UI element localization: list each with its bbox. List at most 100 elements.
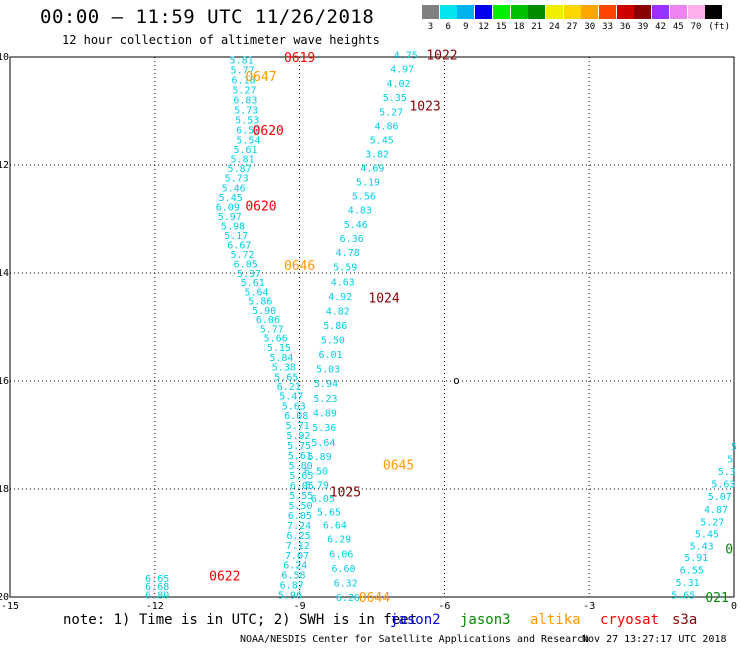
legend-unit: (ft) (708, 22, 731, 32)
swh-value-track-a: 6.21 (277, 382, 301, 393)
swh-value-track-b: 6.05 (311, 494, 335, 505)
swh-value-track-a: 5.80 (289, 461, 313, 472)
lat-tick-label: -14 (0, 268, 9, 279)
swh-value-track-a: 5.90 (252, 306, 276, 317)
generated-timestamp: Nov 27 13:27:17 UTC 2018 (582, 634, 727, 645)
legend-label: 39 (637, 22, 649, 32)
credit-line: NOAA/NESDIS Center for Satellite Applica… (240, 634, 590, 645)
swh-value-track-d: 5.31 (676, 578, 700, 589)
swh-value-track-b: 6.29 (327, 535, 351, 546)
swh-value-track-a: 5.47 (279, 392, 303, 403)
swh-value-track-a: 6.08 (284, 411, 308, 422)
pass-time-label: 1025 (330, 486, 361, 501)
swh-value-track-a: 6.05 (234, 259, 258, 270)
swh-value-track-a: 5.71 (286, 421, 310, 432)
swh-value-track-a: 5.98 (221, 221, 245, 232)
swh-value-track-a: 5.97 (218, 212, 242, 223)
swh-value-track-b: 4.97 (390, 65, 414, 76)
sat-s3a: s3a (672, 612, 697, 628)
swh-value-track-d: 5 (727, 454, 733, 465)
legend-swatch (669, 5, 687, 19)
lat-tick-label: -16 (0, 376, 9, 387)
swh-value-track-b: 5.03 (316, 364, 340, 375)
swh-value-track-b: 5.86 (323, 321, 347, 332)
legend-swatch (475, 5, 493, 19)
swh-value-track-b: 5.27 (379, 107, 403, 118)
swh-value-track-a: 5.75 (287, 441, 311, 452)
swh-value-track-b: 4.02 (386, 79, 410, 90)
swh-value-track-a: 5.61 (288, 451, 312, 462)
lon-tick-label: -15 (1, 601, 19, 612)
sat-jason2: jason2 (390, 612, 441, 628)
swh-value-track-a: 7.12 (286, 541, 310, 552)
swh-value-track-a: 6.24 (283, 561, 307, 572)
swh-value-track-a: 5.81 (231, 155, 255, 166)
pass-time-label: 0622 (209, 569, 240, 584)
legend-swatch (563, 5, 581, 19)
legend-label: 12 (478, 22, 490, 32)
swh-value-track-a: 5.87 (228, 164, 252, 175)
swh-value-track-b: 4.82 (326, 306, 350, 317)
swh-value-track-a: 5.92 (286, 431, 310, 442)
legend-label: 6 (445, 22, 451, 32)
swh-value-track-a: 6.87 (280, 580, 304, 591)
sat-altika-label: altika (530, 612, 581, 628)
swh-value-track-a: 5.15 (267, 343, 291, 354)
swh-value-track-b: 6.01 (318, 350, 342, 361)
swh-value-track-b: 5.64 (311, 438, 335, 449)
swh-value-track-a: 5.50 (289, 501, 313, 512)
swh-value-track-a: 5.81 (230, 56, 254, 67)
swh-value-track-a: 5.66 (264, 334, 288, 345)
swh-value-track-a: 6.18 (231, 76, 255, 87)
swh-value-track-a: 7.24 (287, 521, 311, 532)
swh-value-track-b: 3.82 (365, 149, 389, 160)
legend-label: 21 (531, 22, 543, 32)
swh-value-track-b: 6.06 (329, 549, 353, 560)
swh-value-track-a: 5.54 (236, 135, 260, 146)
pass-time-label: 0644 (359, 591, 390, 606)
swh-value-track-a: 5.63 (282, 401, 306, 412)
legend-swatch (457, 5, 475, 19)
legend-swatch (687, 5, 705, 19)
pass-time-label: 0 (725, 542, 733, 557)
sat-s3a-label: s3a (672, 612, 698, 628)
lat-tick-label: -10 (0, 52, 9, 63)
legend-swatch (616, 5, 634, 19)
legend-swatch (439, 5, 457, 19)
swh-value-track-a: 5.64 (244, 287, 268, 298)
swh-value-track-a: 6.25 (286, 531, 310, 542)
map-frame (9, 56, 735, 598)
pass-time-label: 0646 (284, 259, 315, 274)
swh-value-track-a: 6.52 (236, 126, 260, 137)
pass-time-label: 1024 (368, 291, 399, 306)
lon-tick-label: -9 (294, 601, 306, 612)
swh-value-track-d: 5.63 (711, 480, 735, 491)
swh-value-track-a: 6.58 (281, 571, 305, 582)
legend-label: 18 (513, 22, 525, 32)
sat-jason3: jason3 (460, 612, 511, 628)
swh-value-track-b: 4.63 (331, 277, 355, 288)
swh-value-track-a: 5.77 (231, 66, 255, 77)
swh-value-track-c: 6.65 (145, 574, 169, 585)
swh-value-track-a: 6.67 (227, 240, 251, 251)
lon-tick-label: -3 (583, 601, 595, 612)
swh-value-track-a: 6.05 (288, 511, 312, 522)
sat-cryosat-label: cryosat (600, 612, 660, 628)
swh-value-track-d: 5.27 (700, 517, 724, 528)
legend-label: 15 (495, 22, 507, 32)
swh-value-track-d: 5.91 (684, 553, 708, 564)
swh-value-track-d: 5.3 (718, 467, 736, 478)
pass-time-label: 1023 (409, 100, 440, 115)
sat-jason3-label: jason3 (460, 612, 511, 628)
swh-value-track-d: 5.65 (671, 590, 695, 601)
swh-value-track-c: 6.80 (145, 590, 169, 601)
swh-value-track-b: 5.94 (314, 379, 338, 390)
swh-value-track-b: 5.50 (321, 335, 345, 346)
swh-value-track-b: 5.89 (308, 452, 332, 463)
footer-note: note: 1) Time is in UTC; 2) SWH is in fe… (63, 612, 418, 628)
swh-value-track-a: 5.55 (289, 491, 313, 502)
swh-value-track-b: 4.69 (360, 163, 384, 174)
swh-value-track-b: 5.46 (344, 220, 368, 231)
legend-swatch (581, 5, 599, 19)
island-marker: o (453, 374, 460, 387)
